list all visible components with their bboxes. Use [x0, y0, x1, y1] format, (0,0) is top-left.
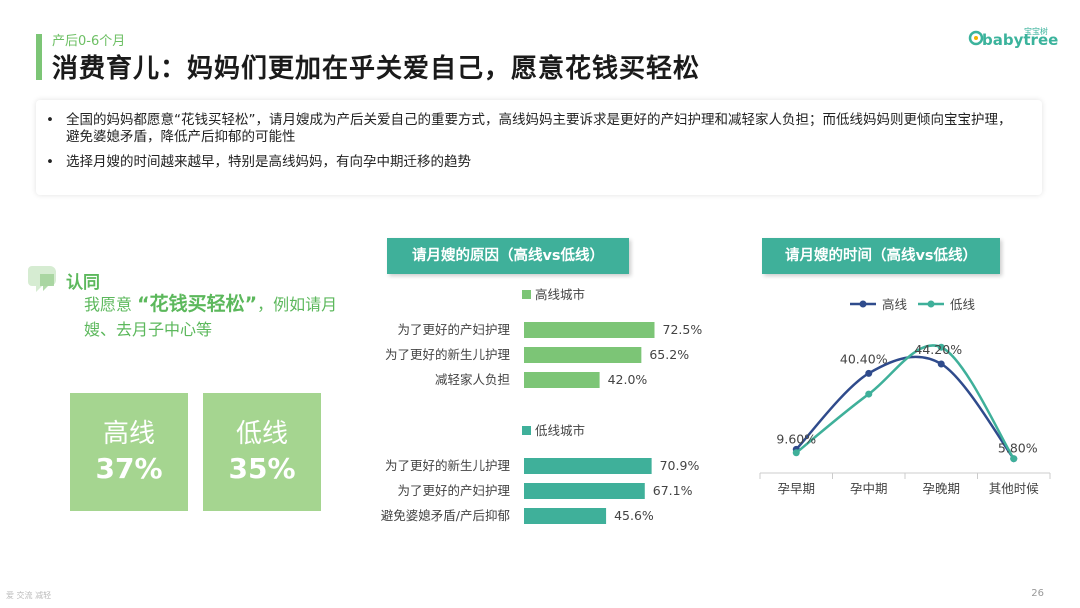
series-point	[865, 369, 873, 377]
bar	[524, 483, 645, 499]
bar	[524, 322, 655, 338]
page-number: 26	[1031, 588, 1044, 599]
bar-chart-title: 请月嫂的原因（高线vs低线）	[387, 238, 629, 274]
bar	[524, 347, 642, 363]
stat-label: 高线	[102, 419, 155, 449]
bar-value-label: 70.9%	[660, 458, 700, 473]
stat-value: 35%	[228, 452, 296, 485]
bar-legend-label: 低线城市	[535, 423, 585, 438]
line-data-label: 9.60%	[776, 431, 816, 446]
agree-heading: 认同	[66, 273, 100, 293]
series-point	[1010, 455, 1018, 463]
bar-legend-label: 高线城市	[535, 287, 585, 302]
stat-label: 低线	[235, 419, 288, 449]
bar-value-label: 72.5%	[663, 322, 703, 337]
bar	[524, 372, 600, 388]
x-tick-label: 孕早期	[777, 481, 815, 496]
line-data-label: 5.80%	[998, 441, 1038, 456]
series-line	[795, 344, 1015, 460]
x-tick-label: 其他时候	[989, 481, 1040, 496]
bar-value-label: 65.2%	[649, 347, 689, 362]
page-subtitle: 产后0-6个月	[52, 34, 126, 49]
line-legend-marker	[927, 300, 935, 308]
bar-category-label: 为了更好的产妇护理	[397, 483, 510, 498]
x-tick-label: 孕晚期	[922, 481, 960, 496]
stat-value: 37%	[95, 452, 163, 485]
bar-value-label: 42.0%	[608, 372, 648, 387]
page-title: 消费育儿：妈妈们更加在乎关爱自己，愿意花钱买轻松	[52, 54, 701, 84]
bar-value-label: 67.1%	[653, 483, 693, 498]
title-accent-bar	[36, 34, 42, 80]
bar	[524, 458, 652, 474]
logo-flower-icon	[968, 30, 984, 46]
summary-bullet-2: 选择月嫂的时间越来越早，特别是高线妈妈，有向孕中期迁移的趋势	[46, 154, 1042, 171]
agree-text-prefix: 我愿意	[84, 295, 133, 314]
line-chart-title: 请月嫂的时间（高线vs低线）	[762, 238, 1000, 274]
bar-legend-swatch	[522, 426, 531, 435]
line-data-label: 44.20%	[914, 342, 962, 357]
summary-bullet-1: 全国的妈妈都愿意“花钱买轻松”，请月嫂成为产后关爱自己的重要方式，高线妈妈主要诉…	[46, 112, 1042, 146]
bar-legend-swatch	[522, 290, 531, 299]
line-data-label: 40.40%	[840, 351, 888, 366]
bar-category-label: 避免婆媳矛盾/产后抑郁	[381, 508, 510, 523]
bar-category-label: 为了更好的新生儿护理	[385, 347, 511, 362]
footer-toolbar: 爱 交流 减轻	[6, 591, 52, 600]
agree-highlight: “花钱买轻松”	[137, 293, 258, 315]
line-legend-label: 低线	[950, 297, 976, 312]
bar-category-label: 为了更好的产妇护理	[397, 322, 510, 337]
line-legend-marker	[859, 300, 867, 308]
series-point	[792, 449, 800, 457]
stat-box-high-tier: 高线 37%	[70, 393, 188, 511]
summary-box: 全国的妈妈都愿意“花钱买轻松”，请月嫂成为产后关爱自己的重要方式，高线妈妈主要诉…	[36, 100, 1042, 195]
agree-text-suffix: ，例如请月嫂、去月子中心等	[84, 295, 338, 339]
logo-text: babytree	[982, 31, 1059, 49]
quote-bubble-icon	[28, 266, 56, 292]
series-point	[937, 343, 945, 351]
series-line	[795, 355, 1015, 460]
x-tick-label: 孕中期	[850, 481, 888, 496]
stat-box-low-tier: 低线 35%	[203, 393, 321, 511]
bar-category-label: 减轻家人负担	[435, 372, 510, 387]
series-point	[865, 390, 873, 398]
logo-cn-text: 宝宝树	[1024, 27, 1048, 36]
line-legend-label: 高线	[882, 297, 908, 312]
bar-category-label: 为了更好的新生儿护理	[385, 458, 511, 473]
bar-value-label: 45.6%	[614, 508, 654, 523]
agree-statement: 我愿意 “花钱买轻松”，例如请月嫂、去月子中心等	[84, 292, 354, 342]
series-point	[937, 360, 945, 368]
bar	[524, 508, 607, 524]
